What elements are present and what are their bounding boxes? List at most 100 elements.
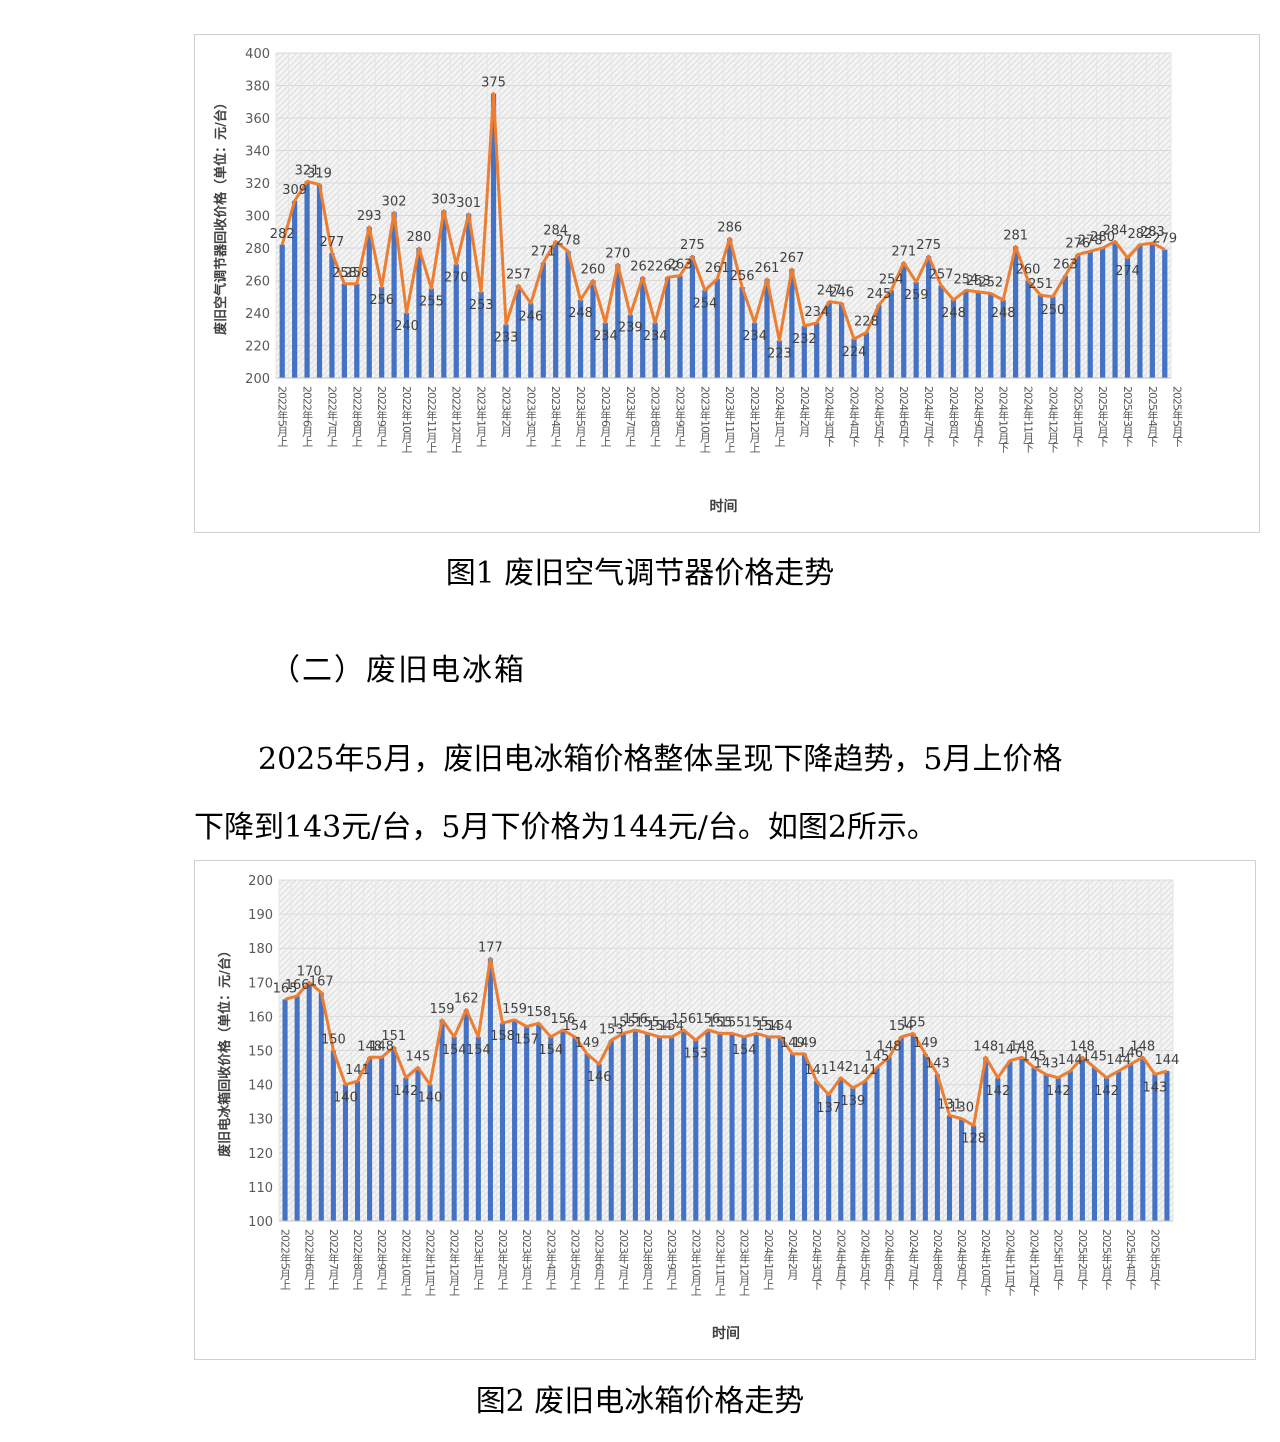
chart1-bar xyxy=(577,300,584,378)
chart2-bar xyxy=(886,1057,892,1221)
chart2-data-label: 142 xyxy=(1094,1084,1119,1099)
chart2-bar xyxy=(427,1084,433,1221)
chart2-xtick-label: 2024年10月下 xyxy=(979,1229,992,1297)
chart1-xtick-label: 2025年5月下 xyxy=(1171,386,1184,448)
chart1-bar xyxy=(901,262,907,378)
chart1-data-label: 263 xyxy=(1053,258,1078,273)
chart2-xtick-label: 2024年6月下 xyxy=(883,1229,896,1291)
chart2-bar xyxy=(620,1033,626,1221)
chart1-data-label: 309 xyxy=(282,183,307,198)
chart1-ytick-label: 320 xyxy=(245,177,270,192)
chart1-data-label: 261 xyxy=(705,261,730,276)
chart2-data-label: 148 xyxy=(877,1039,902,1054)
chart1-data-label: 256 xyxy=(730,269,755,284)
chart2-bar xyxy=(548,1036,554,1221)
chart2-bar xyxy=(403,1077,409,1221)
chart2-data-label: 154 xyxy=(756,1019,781,1034)
chart2-xtick-label: 2024年9月下 xyxy=(955,1229,968,1291)
chart2-bar xyxy=(1104,1077,1110,1221)
chart1-data-label: 251 xyxy=(1028,277,1053,292)
chart2-data-label: 153 xyxy=(599,1022,624,1037)
chart2-data-label: 159 xyxy=(502,1002,527,1017)
chart1-bar xyxy=(540,262,546,378)
chart1-bar xyxy=(453,264,459,378)
chart2-bar xyxy=(874,1067,880,1221)
chart2-bar xyxy=(451,1036,457,1221)
chart2-bar xyxy=(898,1036,904,1221)
chart1-xtick-label: 2024年5月下 xyxy=(872,386,885,448)
chart1-xtick-label: 2024年6月下 xyxy=(897,386,910,448)
chart1-bar xyxy=(590,280,596,378)
chart1-xtick-label: 2024年7月下 xyxy=(922,386,935,448)
chart2-bar xyxy=(1091,1067,1098,1221)
chart2-data-label: 146 xyxy=(587,1070,612,1085)
chart2-data-label: 139 xyxy=(840,1094,865,1109)
paragraph-line-1: 2025年5月，废旧电冰箱价格整体呈现下降趋势，5月上价格 xyxy=(258,742,1063,777)
chart2-data-label: 142 xyxy=(828,1060,853,1075)
chart1-bar xyxy=(528,303,534,378)
chart2-bar xyxy=(1043,1074,1049,1221)
chart2-xtick-label: 2023年3月上 xyxy=(520,1229,533,1289)
chart1-data-label: 275 xyxy=(680,238,705,253)
chart1-bar xyxy=(1062,275,1068,378)
chart2-data-label: 154 xyxy=(647,1019,672,1034)
chart2-data-label: 145 xyxy=(406,1050,431,1065)
chart2-data-label: 158 xyxy=(490,1029,515,1044)
chart2-xtick-label: 2024年1月上 xyxy=(762,1229,775,1289)
chart2-bar xyxy=(971,1125,977,1221)
chart1-data-label: 293 xyxy=(357,209,382,224)
chart1-bar xyxy=(515,285,522,378)
chart2-data-label: 177 xyxy=(478,940,503,955)
chart1-bar xyxy=(739,287,745,378)
chart2-ytick-label: 180 xyxy=(248,942,273,957)
chart1-bar xyxy=(727,238,733,378)
chart2-bar xyxy=(1128,1064,1134,1221)
chart2-bar xyxy=(777,1036,783,1221)
chart1-data-label: 301 xyxy=(456,196,481,211)
chart2-data-label: 146 xyxy=(1118,1046,1143,1061)
chart1-data-label: 246 xyxy=(829,285,854,300)
chart2-data-label: 156 xyxy=(671,1012,696,1027)
chart1-bar xyxy=(950,300,957,378)
chart1-xtick-label: 2023年6月上 xyxy=(599,386,612,446)
chart1-bar xyxy=(1112,241,1118,378)
chart2-data-label: 149 xyxy=(780,1036,805,1051)
chart1-data-label: 253 xyxy=(966,274,991,289)
chart1-bar xyxy=(478,291,484,378)
chart2-bar xyxy=(934,1074,940,1221)
chart1-bar xyxy=(963,290,969,378)
chart2-bar xyxy=(367,1057,373,1221)
chart1-data-label: 270 xyxy=(444,270,469,285)
chart1-data-label: 252 xyxy=(978,276,1003,291)
chart1-bar xyxy=(441,210,447,378)
chart1-data-label: 257 xyxy=(506,267,531,282)
chart1-bar xyxy=(615,264,621,378)
chart2-data-label: 131 xyxy=(937,1097,962,1112)
chart1-ytick-label: 280 xyxy=(245,242,270,257)
chart1-bar xyxy=(863,332,870,378)
chart1-bar xyxy=(316,184,323,378)
chart1-data-label: 375 xyxy=(481,76,506,91)
chart1-data-label: 247 xyxy=(817,284,842,299)
chart2-bar xyxy=(705,1030,711,1221)
chart1-data-label: 282 xyxy=(270,227,295,242)
chart1-bar xyxy=(826,301,832,378)
chart2-bar xyxy=(717,1033,723,1221)
chart2-bar xyxy=(524,1026,530,1221)
chart2-bar xyxy=(910,1033,916,1221)
chart1-data-label: 248 xyxy=(941,306,966,321)
chart1-y-axis-title: 废旧空气调节器回收价格（单位：元/台） xyxy=(213,96,229,335)
chart2-ytick-label: 130 xyxy=(248,1113,273,1128)
chart1-data-label: 239 xyxy=(618,321,643,336)
chart1-xtick-label: 2024年2月 xyxy=(798,386,811,437)
chart1-bar xyxy=(602,322,609,378)
chart1-xtick-label: 2022年6月上 xyxy=(301,386,314,446)
chart2-data-label: 141 xyxy=(345,1063,370,1078)
chart2-bar xyxy=(729,1033,735,1221)
chart1-xtick-label: 2023年7月上 xyxy=(624,386,637,446)
chart2-ytick-label: 200 xyxy=(248,874,273,889)
chart1-bar xyxy=(490,93,497,378)
chart1-data-label: 254 xyxy=(953,272,978,287)
chart1-bar xyxy=(689,256,696,378)
chart2-bar xyxy=(862,1081,868,1221)
